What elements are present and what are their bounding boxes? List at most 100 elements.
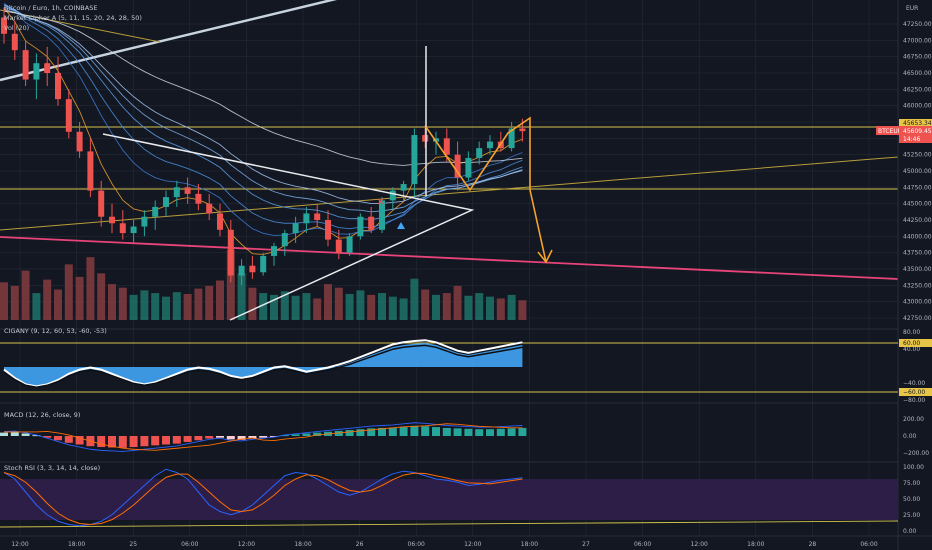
- currency-label: EUR: [906, 5, 918, 12]
- volume-bar: [475, 293, 484, 320]
- cipher-label: CIGANY (9, 12, 60, 53, -60, -53): [4, 327, 107, 335]
- time-tick-label: 25: [129, 541, 137, 548]
- volume-bar: [442, 293, 451, 320]
- candle-body: [206, 203, 213, 214]
- trendline-upper-white: [0, 0, 338, 82]
- w-pattern: [425, 116, 531, 192]
- buy-marker-icon: [397, 222, 405, 229]
- macd-bar: [108, 436, 116, 448]
- stoch-label: Stoch RSI (3, 3, 14, 14, close): [4, 464, 100, 472]
- symbol-price-tag: [899, 126, 932, 143]
- macd-bar: [496, 428, 505, 436]
- macd-bar: [32, 435, 41, 437]
- ema-line: [3, 3, 523, 230]
- legend: Bitcoin / Euro, 1h, COINBASE Market Ciph…: [4, 4, 142, 472]
- volume-bar: [399, 298, 408, 320]
- ema-line: [3, 2, 523, 236]
- volume-bar: [453, 285, 462, 320]
- cipher-area: [4, 343, 523, 387]
- last-price-tag: [899, 119, 932, 127]
- price-tick-label: 44500.00: [903, 201, 932, 208]
- macd-bar: [345, 430, 354, 436]
- candle-body: [55, 73, 61, 100]
- volume-bar: [151, 293, 160, 320]
- time-tick-label: 12:00: [464, 541, 481, 548]
- candle-body: [346, 236, 353, 253]
- ribbon-label: Market Cipher A (5, 11, 15, 20, 24, 28, …: [4, 14, 142, 22]
- volume-bar: [367, 294, 376, 320]
- macd-bar: [291, 434, 300, 436]
- volume-bar: [313, 298, 322, 320]
- volume-bar: [226, 250, 235, 320]
- time-tick-label: 18:00: [68, 541, 85, 548]
- volume-bar: [486, 296, 494, 320]
- volume-bar: [140, 290, 149, 320]
- volume-bar: [172, 292, 181, 320]
- macd-bar: [0, 432, 8, 436]
- candle-body: [260, 255, 267, 273]
- price-tick-label: 43750.00: [903, 250, 932, 257]
- svg-text:100.00: 100.00: [903, 464, 924, 471]
- svg-text:−200.00: −200.00: [903, 450, 929, 457]
- candle-body: [130, 226, 137, 234]
- symbol-title: Bitcoin / Euro, 1h, COINBASE: [4, 4, 97, 12]
- candles: [1, 7, 526, 286]
- volume-bar: [410, 278, 419, 320]
- time-axis[interactable]: 12:00 18:00 25 06:00 12:00 18:00 26 06:00 12:00 1…: [11, 541, 877, 548]
- svg-text:45609.45: 45609.45: [903, 128, 932, 135]
- candle-body: [487, 141, 493, 149]
- candle-body: [87, 151, 94, 191]
- volume-bars: [0, 250, 527, 320]
- stoch-band: [0, 479, 898, 520]
- volume-bar: [108, 284, 116, 320]
- price-tick-label: 43000.00: [903, 299, 932, 306]
- volume-bar: [97, 273, 106, 320]
- macd-bar: [21, 433, 30, 436]
- time-tick-label: 12:00: [238, 541, 255, 548]
- price-tags: 45653.34 BTCEUR 45609.45 14:46: [876, 119, 932, 143]
- pane-axes: 80.00 40.00 −40.00 −80.00 60.00 −60.00 2…: [899, 329, 932, 535]
- svg-text:40.00: 40.00: [903, 346, 920, 353]
- volume-bar: [43, 279, 52, 320]
- volume-bar: [280, 291, 289, 320]
- candle-body: [303, 213, 310, 224]
- volume-bar: [432, 294, 440, 320]
- volume-bar: [237, 273, 246, 320]
- price-tick-label: 47000.00: [903, 37, 932, 44]
- candle-body: [508, 128, 515, 149]
- ema-line: [3, 10, 523, 166]
- macd-bar: [97, 436, 106, 448]
- candle-body: [519, 128, 526, 132]
- macd-bar: [183, 436, 192, 442]
- volume-bar: [75, 276, 84, 320]
- macd-bar: [280, 435, 289, 437]
- candle-body: [281, 233, 288, 247]
- time-tick-label: 18:00: [294, 541, 311, 548]
- macd-bar: [75, 436, 84, 445]
- candle-body: [271, 246, 277, 256]
- candle-body: [195, 193, 202, 204]
- candle-body: [227, 229, 234, 276]
- candle-body: [335, 239, 342, 253]
- candle-body: [476, 148, 483, 158]
- macd-bar: [205, 436, 214, 439]
- macd-bar: [356, 429, 365, 436]
- volume-bar: [388, 296, 397, 320]
- macd-bar: [334, 430, 343, 436]
- time-tick-label: 18:00: [747, 541, 764, 548]
- stoch-d-line: [3, 472, 523, 526]
- volume-bar: [464, 295, 473, 320]
- candle-body: [109, 216, 115, 224]
- time-tick-label: 28: [809, 541, 817, 548]
- sell-marker-icon-b: [377, 198, 384, 205]
- volume-bar: [64, 264, 73, 320]
- time-tick-label: 06:00: [860, 541, 877, 548]
- candle-body: [65, 99, 72, 132]
- macd-label: MACD (12, 26, close, 9): [4, 411, 80, 419]
- svg-text:50.00: 50.00: [903, 496, 920, 503]
- macd-bar: [421, 426, 430, 436]
- svg-text:−80.00: −80.00: [903, 397, 925, 404]
- price-tick-label: 44750.00: [903, 184, 932, 191]
